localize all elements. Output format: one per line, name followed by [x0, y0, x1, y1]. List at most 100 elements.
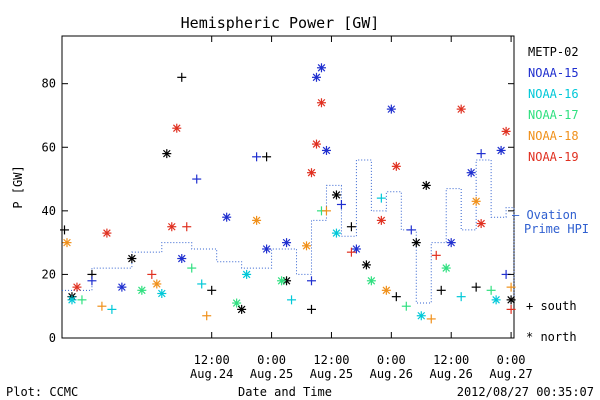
- noaa-17-north-point: [232, 298, 242, 308]
- noaa-16-south-point: [376, 193, 386, 203]
- noaa-18-north-point: [252, 215, 262, 225]
- noaa-15-north-point: [321, 145, 331, 155]
- noaa-15-north-point: [351, 244, 361, 254]
- noaa-15-north-point: [222, 212, 232, 222]
- metp-02-south-point: [391, 292, 401, 302]
- noaa-16-north-point: [157, 288, 167, 298]
- noaa-19-north-point: [167, 222, 177, 232]
- data-points: [59, 63, 516, 324]
- noaa-16-south-point: [287, 295, 297, 305]
- legend-noaa-19: NOAA-19: [528, 150, 579, 164]
- legend-noaa-16: NOAA-16: [528, 87, 579, 101]
- noaa-18-south-point: [426, 314, 436, 324]
- noaa-15-south-point: [306, 276, 316, 286]
- noaa-15-south-point: [252, 152, 262, 162]
- x-axis-label: Date and Time: [238, 385, 332, 399]
- metp-02-north-point: [421, 180, 431, 190]
- metp-02-south-point: [346, 222, 356, 232]
- noaa-19-north-point: [172, 123, 182, 133]
- noaa-17-south-point: [486, 285, 496, 295]
- noaa-15-south-point: [336, 199, 346, 209]
- metp-02-south-point: [59, 225, 69, 235]
- x-tick-label-time: 12:00: [313, 353, 349, 367]
- noaa-18-north-point: [302, 241, 312, 251]
- metp-02-south-point: [262, 152, 272, 162]
- noaa-19-north-point: [102, 228, 112, 238]
- metp-02-south-point: [436, 285, 446, 295]
- metp-02-south-point: [306, 304, 316, 314]
- noaa-15-north-point: [386, 104, 396, 114]
- noaa-17-south-point: [77, 295, 87, 305]
- noaa-19-south-point: [431, 250, 441, 260]
- metp-02-south-point: [207, 285, 217, 295]
- plot-frame: [61, 35, 515, 339]
- y-tick-label: 80: [42, 77, 56, 91]
- noaa-15-north-point: [446, 238, 456, 248]
- noaa-17-north-point: [277, 276, 287, 286]
- noaa-19-north-point: [306, 168, 316, 178]
- x-tick-label-time: 12:00: [433, 353, 469, 367]
- noaa-18-south-point: [202, 311, 212, 321]
- noaa-16-north-point: [331, 228, 341, 238]
- legend-marker-south: + south: [526, 299, 577, 313]
- noaa-16-south-point: [197, 279, 207, 289]
- noaa-18-north-point: [152, 279, 162, 289]
- noaa-19-north-point: [501, 126, 511, 136]
- noaa-16-north-point: [416, 311, 426, 321]
- metp-02-north-point: [361, 260, 371, 270]
- legend: METP-02 NOAA-15 NOAA-16 NOAA-17 NOAA-18 NOAA-…: [512, 45, 589, 344]
- noaa-17-south-point: [187, 263, 197, 273]
- noaa-16-north-point: [242, 269, 252, 279]
- x-tick-label-date: Aug.25: [250, 367, 293, 381]
- noaa-18-north-point: [381, 285, 391, 295]
- footer-timestamp: 2012/08/27 00:35:07: [457, 385, 594, 399]
- noaa-15-south-point: [406, 225, 416, 235]
- x-tick-label-date: Aug.26: [370, 367, 413, 381]
- legend-metp-02: METP-02: [528, 45, 579, 59]
- metp-02-north-point: [127, 254, 137, 264]
- x-tick-label-date: Aug.24: [190, 367, 233, 381]
- noaa-18-south-point: [506, 282, 516, 292]
- noaa-15-north-point: [117, 282, 127, 292]
- noaa-19-south-point: [346, 247, 356, 257]
- metp-02-north-point: [506, 295, 516, 305]
- x-tick-label-date: Aug.25: [310, 367, 353, 381]
- legend-marker-north: * north: [526, 330, 577, 344]
- noaa-15-south-point: [87, 276, 97, 286]
- noaa-15-north-point: [316, 63, 326, 73]
- x-tick-label-date: Aug.27: [489, 367, 532, 381]
- noaa-19-north-point: [476, 219, 486, 229]
- noaa-15-north-point: [177, 254, 187, 264]
- noaa-16-south-point: [456, 292, 466, 302]
- noaa-18-north-point: [471, 196, 481, 206]
- noaa-19-north-point: [316, 98, 326, 108]
- legend-noaa-17: NOAA-17: [528, 108, 579, 122]
- y-tick-label: 40: [42, 204, 56, 218]
- footer-plot-source: Plot: CCMC: [6, 385, 78, 399]
- noaa-18-south-point: [97, 301, 107, 311]
- noaa-16-south-point: [107, 304, 117, 314]
- noaa-19-south-point: [182, 222, 192, 232]
- noaa-19-south-point: [506, 304, 516, 314]
- noaa-19-north-point: [391, 161, 401, 171]
- metp-02-north-point: [331, 190, 341, 200]
- noaa-15-north-point: [262, 244, 272, 254]
- metp-02-south-point: [471, 282, 481, 292]
- noaa-19-north-point: [376, 215, 386, 225]
- noaa-17-north-point: [441, 263, 451, 273]
- noaa-15-north-point: [282, 238, 292, 248]
- axis-ticks: 02040608012:00Aug.240:00Aug.2512:00Aug.2…: [42, 36, 533, 381]
- noaa-18-north-point: [62, 238, 72, 248]
- metp-02-south-point: [177, 72, 187, 82]
- noaa-16-north-point: [491, 295, 501, 305]
- x-tick-label-date: Aug.26: [430, 367, 473, 381]
- noaa-15-north-point: [496, 145, 506, 155]
- metp-02-north-point: [162, 149, 172, 159]
- noaa-15-south-point: [192, 174, 202, 184]
- legend-ovation-line1: — Ovation: [512, 208, 577, 222]
- noaa-16-north-point: [67, 295, 77, 305]
- noaa-15-north-point: [311, 72, 321, 82]
- y-tick-label: 60: [42, 140, 56, 154]
- noaa-17-south-point: [401, 301, 411, 311]
